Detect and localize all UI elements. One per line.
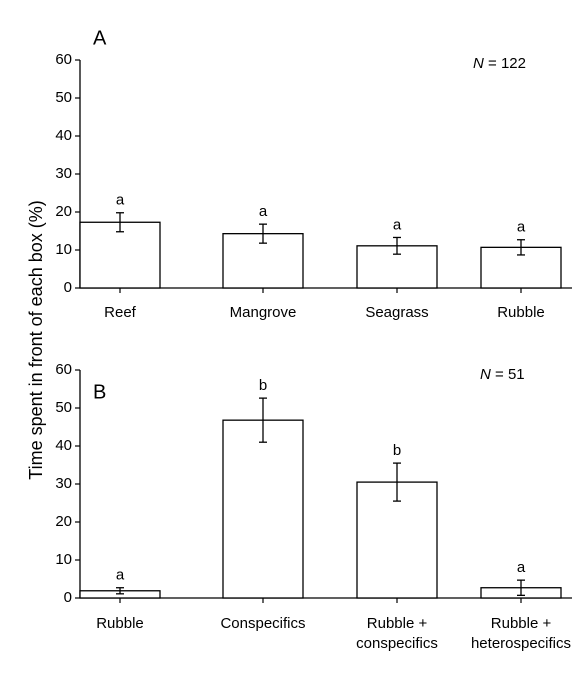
- sample-size-symbol: N: [473, 55, 484, 72]
- category-label: Conspecifics: [220, 615, 305, 632]
- panel-letter: B: [93, 381, 106, 403]
- y-tick-label: 20: [55, 203, 72, 220]
- y-tick-label: 50: [55, 89, 72, 106]
- y-tick-label: 50: [55, 399, 72, 416]
- sample-size-label: N = 51: [480, 366, 525, 383]
- bar: [222, 419, 304, 599]
- sample-size-value: = 51: [491, 366, 525, 383]
- category-label: Rubble: [497, 304, 545, 321]
- category-label: Seagrass: [365, 304, 428, 321]
- significance-label: a: [116, 192, 125, 209]
- panel-letter: A: [93, 27, 107, 49]
- category-label-line2: conspecifics: [356, 635, 438, 652]
- significance-label: b: [393, 442, 401, 459]
- significance-label: a: [517, 219, 526, 236]
- y-tick-label: 30: [55, 475, 72, 492]
- y-tick-label: 60: [55, 361, 72, 378]
- y-axis-title: Time spent in front of each box (%): [26, 200, 46, 479]
- y-tick-label: 20: [55, 513, 72, 530]
- category-label: Rubble +: [367, 615, 428, 632]
- category-label: Mangrove: [230, 304, 297, 321]
- significance-label: a: [393, 216, 402, 233]
- significance-label: a: [259, 203, 268, 220]
- significance-label: a: [517, 559, 526, 576]
- bar: [79, 221, 161, 289]
- y-tick-label: 40: [55, 127, 72, 144]
- category-label-line2: heterospecifics: [471, 635, 571, 652]
- y-tick-label: 0: [64, 589, 72, 606]
- sample-size-symbol: N: [480, 366, 491, 383]
- significance-label: b: [259, 377, 267, 394]
- category-label: Rubble: [96, 615, 144, 632]
- y-tick-label: 30: [55, 165, 72, 182]
- sample-size-label: N = 122: [473, 55, 526, 72]
- significance-label: a: [116, 567, 125, 584]
- y-tick-label: 10: [55, 551, 72, 568]
- y-tick-label: 40: [55, 437, 72, 454]
- panel-a: 0 10 20 30 40 50 60 A N = 122 a Reef a Mangrove a Seag…: [55, 27, 572, 321]
- panel-b: 0 10 20 30 40 50 60 B N = 51 a Rubble b Conspecifics…: [55, 361, 572, 652]
- y-tick-label: 10: [55, 241, 72, 258]
- bar: [356, 481, 438, 599]
- y-tick-label: 60: [55, 51, 72, 68]
- category-label: Rubble +: [491, 615, 552, 632]
- y-tick-label: 0: [64, 279, 72, 296]
- category-label: Reef: [104, 304, 137, 321]
- sample-size-value: = 122: [484, 55, 526, 72]
